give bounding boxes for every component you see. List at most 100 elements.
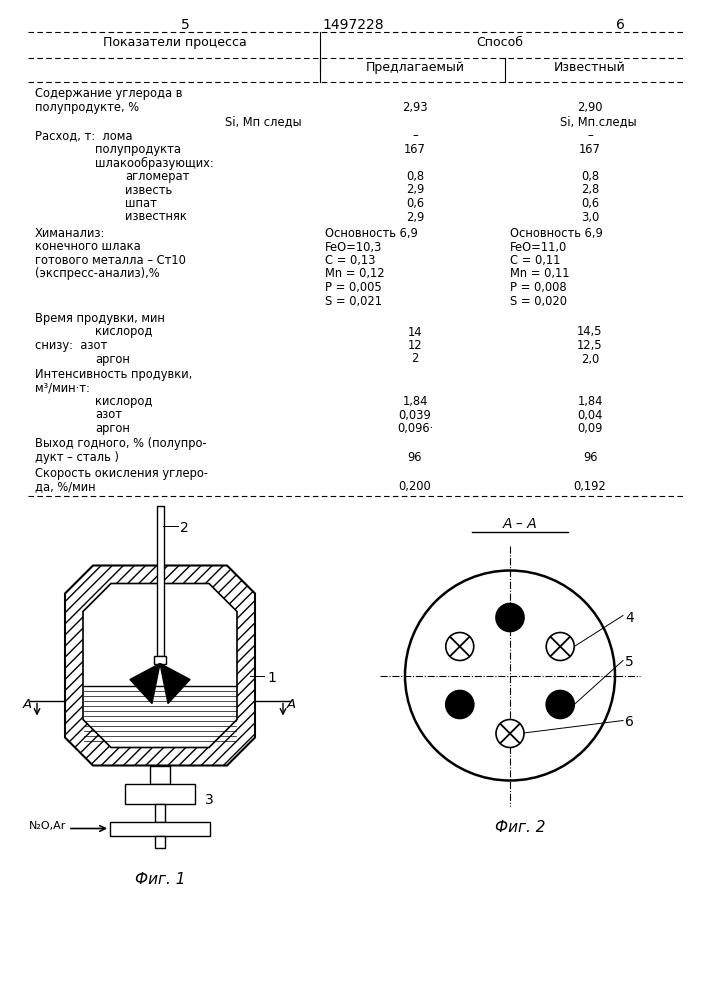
Text: P = 0,008: P = 0,008 <box>510 281 566 294</box>
Text: 12,5: 12,5 <box>577 339 603 352</box>
Text: шпат: шпат <box>125 197 157 210</box>
Text: (экспресс-анализ),%: (экспресс-анализ),% <box>35 267 160 280</box>
Text: 6: 6 <box>625 716 634 730</box>
Text: 1: 1 <box>267 670 276 684</box>
Text: готового металла – Ст10: готового металла – Ст10 <box>35 254 186 267</box>
Text: C = 0,13: C = 0,13 <box>325 254 375 267</box>
Text: Mn = 0,12: Mn = 0,12 <box>325 267 385 280</box>
Text: 0,8: 0,8 <box>406 170 424 183</box>
Text: полупродукта: полупродукта <box>95 143 181 156</box>
Text: шлакообразующих:: шлакообразующих: <box>95 156 214 170</box>
Text: 0,09: 0,09 <box>578 422 602 435</box>
Bar <box>155 804 165 822</box>
Text: кислород: кислород <box>95 326 153 338</box>
Text: 4: 4 <box>625 610 633 624</box>
Text: 5: 5 <box>625 656 633 670</box>
Text: 0,096·: 0,096· <box>397 422 433 435</box>
Bar <box>110 822 210 836</box>
Circle shape <box>496 720 524 748</box>
Polygon shape <box>65 566 255 766</box>
Text: Скорость окисления углеро-: Скорость окисления углеро- <box>35 466 208 480</box>
Text: аргон: аргон <box>95 353 130 365</box>
Text: 14: 14 <box>408 326 422 338</box>
Text: 14,5: 14,5 <box>577 326 603 338</box>
Text: конечного шлака: конечного шлака <box>35 240 141 253</box>
Text: 2: 2 <box>411 353 419 365</box>
Text: Основность 6,9: Основность 6,9 <box>325 227 418 240</box>
Text: 96: 96 <box>583 451 597 464</box>
Text: 2,9: 2,9 <box>406 184 424 196</box>
Text: Известный: Известный <box>554 61 626 74</box>
Text: м³/мин·т:: м³/мин·т: <box>35 381 90 394</box>
Text: 0,04: 0,04 <box>578 408 602 422</box>
Circle shape <box>496 603 524 632</box>
Circle shape <box>547 690 574 718</box>
Text: Фиг. 1: Фиг. 1 <box>135 872 185 888</box>
Text: дукт – сталь ): дукт – сталь ) <box>35 451 119 464</box>
Polygon shape <box>130 664 160 704</box>
Text: Выход годного, % (полупро-: Выход годного, % (полупро- <box>35 438 206 450</box>
Text: –: – <box>587 129 593 142</box>
Text: 167: 167 <box>579 143 601 156</box>
Text: 1,84: 1,84 <box>402 395 428 408</box>
Text: Si, Мп.следы: Si, Мп.следы <box>560 115 636 128</box>
Text: известь: известь <box>125 184 173 196</box>
Bar <box>155 836 165 848</box>
Bar <box>154 656 166 664</box>
Bar <box>150 766 170 784</box>
Text: 3: 3 <box>205 794 214 808</box>
Circle shape <box>446 633 474 660</box>
Text: 1,84: 1,84 <box>578 395 602 408</box>
Text: 2,8: 2,8 <box>581 184 599 196</box>
Text: 96: 96 <box>408 451 422 464</box>
Circle shape <box>405 570 615 780</box>
Text: агломерат: агломерат <box>125 170 189 183</box>
Circle shape <box>547 633 574 660</box>
Text: Основность 6,9: Основность 6,9 <box>510 227 603 240</box>
Circle shape <box>446 690 474 718</box>
Text: Расход, т:  лома: Расход, т: лома <box>35 129 132 142</box>
Text: A – A: A – A <box>503 518 537 532</box>
Text: Фиг. 2: Фиг. 2 <box>495 820 545 836</box>
Text: Предлагаемый: Предлагаемый <box>366 61 464 74</box>
Text: Mn = 0,11: Mn = 0,11 <box>510 267 570 280</box>
Text: кислород: кислород <box>95 395 153 408</box>
Text: 1497228: 1497228 <box>322 18 384 32</box>
Text: 5: 5 <box>180 18 189 32</box>
Text: 0,6: 0,6 <box>406 197 424 210</box>
Text: 0,192: 0,192 <box>573 480 607 493</box>
Text: А: А <box>23 698 32 712</box>
Text: 2: 2 <box>180 520 189 534</box>
Text: FeO=10,3: FeO=10,3 <box>325 240 382 253</box>
Text: S = 0,020: S = 0,020 <box>510 294 567 308</box>
Text: да, %/мин: да, %/мин <box>35 480 95 493</box>
Text: C = 0,11: C = 0,11 <box>510 254 561 267</box>
Text: 2,93: 2,93 <box>402 101 428 113</box>
Text: –: – <box>412 129 418 142</box>
Text: Время продувки, мин: Время продувки, мин <box>35 312 165 325</box>
Bar <box>157 506 164 656</box>
Text: аргон: аргон <box>95 422 130 435</box>
Text: 3,0: 3,0 <box>581 211 599 224</box>
Bar <box>125 784 195 804</box>
Text: 0,6: 0,6 <box>581 197 599 210</box>
Text: Si, Мп следы: Si, Мп следы <box>225 115 302 128</box>
Text: 0,039: 0,039 <box>399 408 431 422</box>
Text: 12: 12 <box>408 339 422 352</box>
Text: P = 0,005: P = 0,005 <box>325 281 382 294</box>
Text: известняк: известняк <box>125 211 187 224</box>
Text: FeO=11,0: FeO=11,0 <box>510 240 567 253</box>
Text: 2,9: 2,9 <box>406 211 424 224</box>
Text: Способ: Способ <box>477 36 523 49</box>
Text: Показатели процесса: Показатели процесса <box>103 36 247 49</box>
Text: 6: 6 <box>616 18 624 32</box>
Text: полупродукте, %: полупродукте, % <box>35 101 139 113</box>
Text: Интенсивность продувки,: Интенсивность продувки, <box>35 368 192 381</box>
Text: 167: 167 <box>404 143 426 156</box>
Text: Химанализ:: Химанализ: <box>35 227 105 240</box>
Text: N₂O,Ar: N₂O,Ar <box>28 822 66 832</box>
Text: А: А <box>287 698 296 712</box>
Text: 0,200: 0,200 <box>399 480 431 493</box>
Text: 0,8: 0,8 <box>581 170 599 183</box>
Polygon shape <box>160 664 190 704</box>
